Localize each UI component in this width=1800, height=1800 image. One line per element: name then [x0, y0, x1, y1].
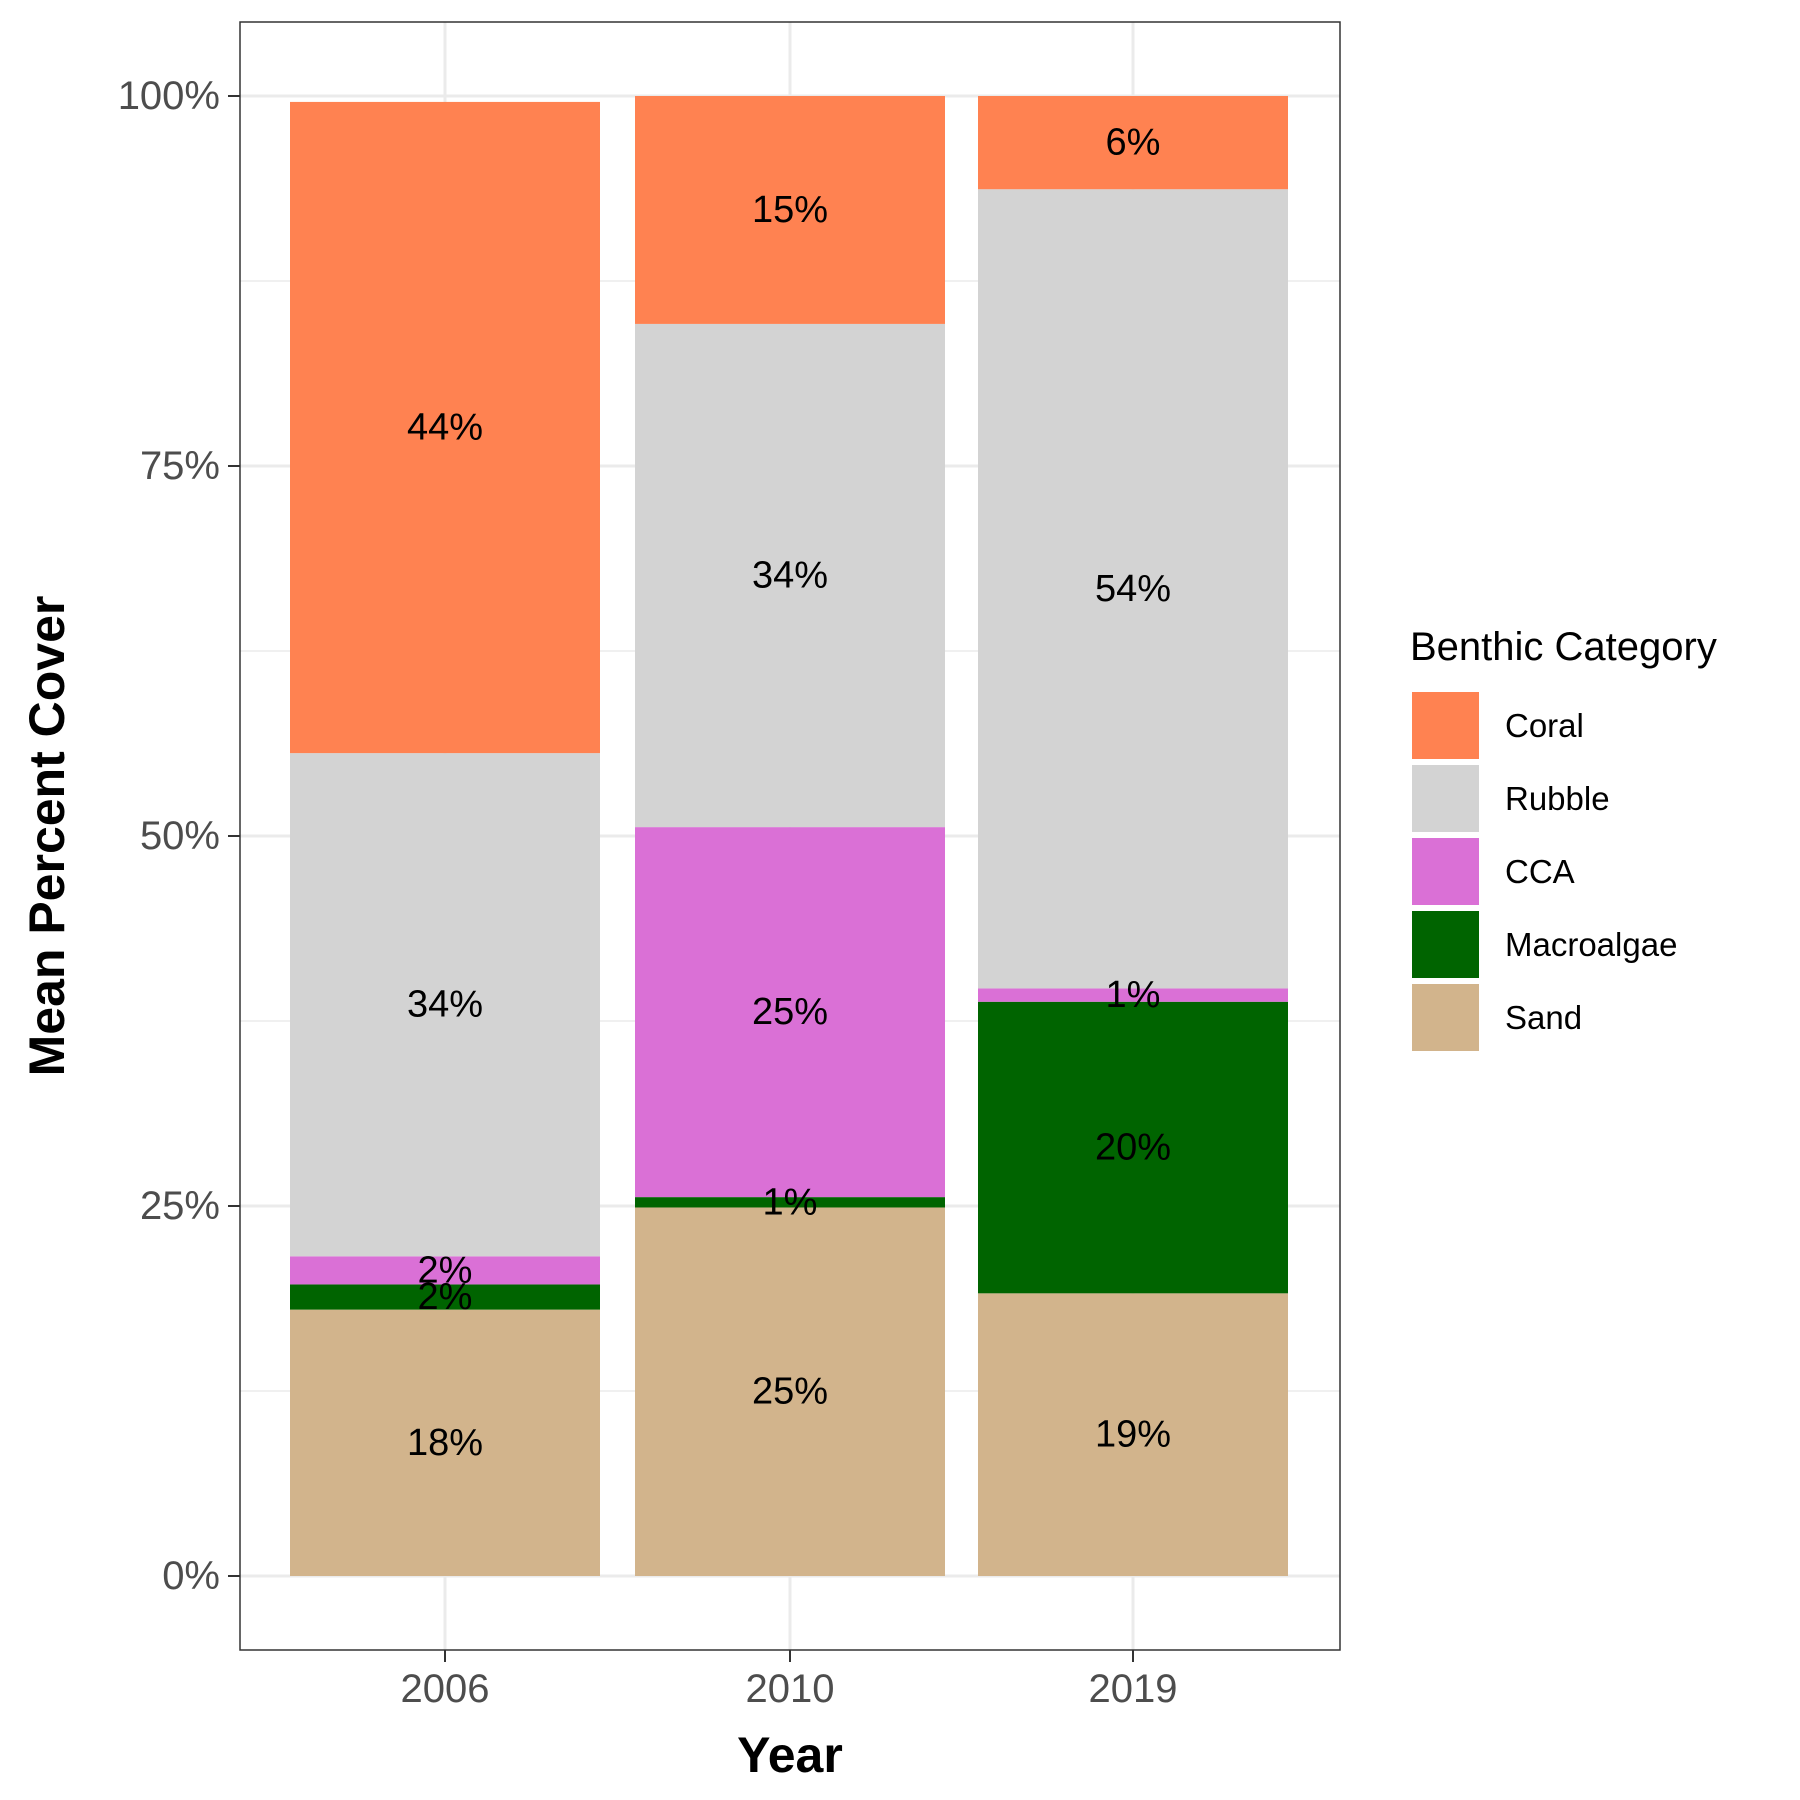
legend-label-sand: Sand [1505, 999, 1582, 1036]
bar-label-coral-2019: 6% [1106, 122, 1161, 164]
bar-segments [290, 96, 1288, 1576]
legend-label-rubble: Rubble [1505, 780, 1610, 817]
bar-label-cca-2019: 1% [1106, 974, 1161, 1016]
bar-label-sand-2019: 19% [1095, 1414, 1171, 1456]
x-tick-label-2010: 2010 [746, 1667, 835, 1711]
legend: Benthic Category Coral Rubble CCA Macroalga… [1410, 625, 1717, 1051]
bar-label-cca-2006: 2% [418, 1249, 473, 1291]
legend-key-rubble [1412, 765, 1479, 832]
bar-label-rubble-2006: 34% [407, 984, 483, 1026]
legend-key-cca [1412, 838, 1479, 905]
x-axis-title: Year [737, 1727, 843, 1783]
bar-label-sand-2010: 25% [752, 1371, 828, 1413]
x-tick-label-2019: 2019 [1089, 1667, 1178, 1711]
legend-label-coral: Coral [1505, 707, 1584, 744]
y-tick-label: 50% [140, 814, 220, 858]
legend-key-sand [1412, 984, 1479, 1051]
bar-label-macroalgae-2010: 1% [763, 1181, 818, 1223]
legend-label-macroalgae: Macroalgae [1505, 926, 1677, 963]
legend-key-coral [1412, 692, 1479, 759]
legend-title: Benthic Category [1410, 625, 1717, 669]
bar-label-rubble-2010: 34% [752, 555, 828, 597]
y-tick-label: 0% [162, 1554, 220, 1598]
y-tick-label: 25% [140, 1184, 220, 1228]
y-axis-title: Mean Percent Cover [19, 596, 75, 1077]
legend-key-macroalgae [1412, 911, 1479, 978]
bar-label-rubble-2019: 54% [1095, 568, 1171, 610]
y-tick-label: 75% [140, 444, 220, 488]
x-axis: 2006 2010 2019 [401, 1650, 1178, 1711]
legend-label-cca: CCA [1505, 853, 1575, 890]
bar-label-coral-2010: 15% [752, 189, 828, 231]
bar-label-sand-2006: 18% [407, 1422, 483, 1464]
bar-label-cca-2010: 25% [752, 991, 828, 1033]
x-tick-label-2006: 2006 [401, 1667, 490, 1711]
y-tick-label: 100% [118, 74, 220, 118]
bar-label-macroalgae-2019: 20% [1095, 1127, 1171, 1169]
bar-label-coral-2006: 44% [407, 407, 483, 449]
y-axis: 0% 25% 50% 75% 100% [118, 74, 240, 1598]
